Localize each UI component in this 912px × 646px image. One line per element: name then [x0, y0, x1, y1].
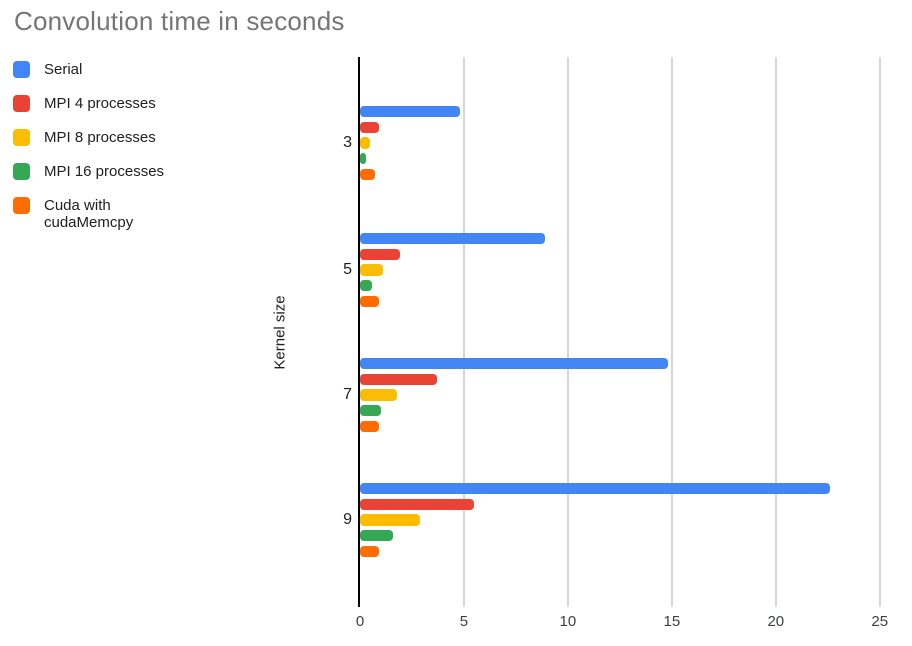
- legend-item: Serial: [13, 61, 184, 78]
- y-axis-tick-label: 9: [343, 511, 352, 528]
- legend-label: MPI 16 processes: [44, 163, 165, 180]
- y-axis-tick-label: 5: [343, 261, 352, 278]
- bar-serial: [360, 357, 668, 370]
- y-axis-title: Kernel size: [271, 295, 289, 370]
- x-axis-tick-label: 25: [871, 613, 889, 630]
- legend-label: Cuda with cudaMemcpy: [44, 197, 134, 231]
- legend-swatch: [13, 129, 30, 146]
- y-axis-line: [358, 57, 360, 607]
- legend-label: Serial: [44, 61, 83, 78]
- bar-cuda-with-cudamemcpy: [360, 420, 379, 433]
- bar-mpi-8-processes: [360, 389, 398, 401]
- gridline: [774, 57, 777, 607]
- legend-item: MPI 4 processes: [13, 95, 184, 112]
- legend-swatch: [13, 163, 30, 180]
- legend-swatch: [13, 197, 30, 214]
- gridline: [462, 57, 465, 607]
- legend-label: MPI 4 processes: [44, 95, 156, 112]
- bar-mpi-4-processes: [360, 373, 437, 386]
- x-axis-tick-label: 5: [459, 613, 469, 630]
- legend-swatch: [13, 95, 30, 112]
- bar-mpi-16-processes: [360, 529, 394, 542]
- x-axis-tick-label: 0: [355, 613, 365, 630]
- legend-item: Cuda with cudaMemcpy: [13, 197, 184, 231]
- bar-serial: [360, 105, 460, 118]
- y-axis-tick-label: 3: [343, 134, 352, 151]
- plot-area: 0 5 10 15 20 25: [356, 57, 888, 630]
- x-axis-tick-label: 15: [663, 613, 681, 630]
- x-axis-tick-label: 20: [767, 613, 785, 630]
- bar-serial: [360, 232, 546, 245]
- gridline: [878, 57, 881, 607]
- bar-mpi-4-processes: [360, 248, 400, 261]
- bar-mpi-16-processes: [360, 152, 367, 165]
- chart-title: Convolution time in seconds: [14, 6, 345, 36]
- legend-item: MPI 8 processes: [13, 129, 184, 146]
- legend-item: MPI 16 processes: [13, 163, 184, 180]
- bar-mpi-16-processes: [360, 279, 373, 292]
- bar-mpi-8-processes: [360, 137, 371, 149]
- gridline: [670, 57, 673, 607]
- bar-cuda-with-cudamemcpy: [360, 168, 375, 181]
- bar-mpi-4-processes: [360, 121, 379, 134]
- bar-mpi-4-processes: [360, 498, 475, 511]
- gridline: [566, 57, 569, 607]
- legend: Serial MPI 4 processes MPI 8 processes MPI …: [13, 61, 184, 231]
- legend-label: MPI 8 processes: [44, 129, 156, 146]
- bar-cuda-with-cudamemcpy: [360, 545, 379, 558]
- bar-mpi-16-processes: [360, 404, 381, 417]
- bar-mpi-8-processes: [360, 514, 421, 526]
- bar-cuda-with-cudamemcpy: [360, 295, 379, 308]
- x-axis-tick-label: 10: [559, 613, 577, 630]
- bar-serial: [360, 482, 830, 495]
- legend-swatch: [13, 61, 30, 78]
- bar-mpi-8-processes: [360, 264, 383, 276]
- y-axis-tick-label: 7: [343, 386, 352, 403]
